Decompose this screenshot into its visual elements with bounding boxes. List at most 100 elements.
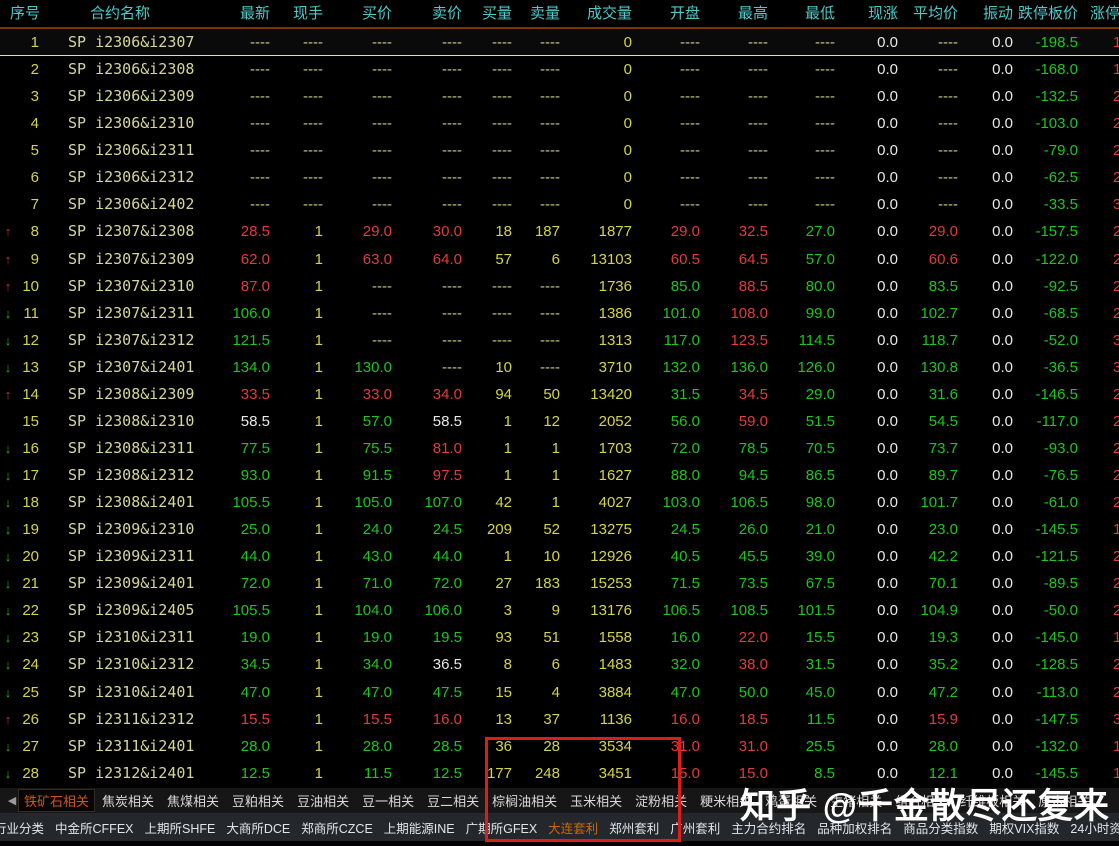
category-tab[interactable]: 淀粉相关: [635, 794, 688, 809]
table-row[interactable]: 6 SP i2306&i2312 ---- ---- ---- ---- ---- ---- 0…: [0, 164, 1119, 191]
column-header-bid-price[interactable]: 买价: [361, 5, 392, 22]
column-header-volume[interactable]: 成交量: [586, 5, 632, 22]
table-row[interactable]: ↑ 8 SP i2307&i2308 28.5 1 29.0 30.0 18 187 1877 29…: [0, 218, 1119, 245]
table-row[interactable]: ↑ 10 SP i2307&i2310 87.0 1 ---- ---- ---- ---- 17…: [0, 273, 1119, 300]
low-price: 25.5: [805, 737, 835, 755]
table-row[interactable]: 7 SP i2306&i2402 ---- ---- ---- ---- ---- ---- 0…: [0, 191, 1119, 218]
table-row[interactable]: ↓ 27 SP i2311&i2401 28.0 1 28.0 28.5 36 28 3534 31…: [0, 733, 1119, 760]
exchange-tab[interactable]: 中金所CFFEX: [55, 821, 134, 836]
column-header-contract-name[interactable]: 合约名称: [89, 5, 150, 22]
column-header-low-price[interactable]: 最低: [804, 5, 835, 22]
table-row[interactable]: ↓ 25 SP i2310&i2401 47.0 1 47.0 47.5 15 4 3884 47.…: [0, 679, 1119, 706]
category-tab[interactable]: 纤维板相关: [960, 794, 1026, 809]
column-header-ask-volume[interactable]: 卖量: [529, 5, 560, 22]
table-row[interactable]: 2 SP i2306&i2308 ---- ---- ---- ---- ---- ---- 0…: [0, 56, 1119, 83]
table-row[interactable]: ↓ 21 SP i2309&i2401 72.0 1 71.0 72.0 27 183 15253…: [0, 570, 1119, 597]
category-tab[interactable]: 铁矿石相关: [18, 789, 96, 812]
column-header-limit-down-price[interactable]: 跌停板价: [1017, 5, 1078, 22]
table-row[interactable]: ↓ 22 SP i2309&i2405 105.5 1 104.0 106.0 3 9 13176…: [0, 597, 1119, 624]
column-header-amplitude[interactable]: 振动: [982, 5, 1013, 22]
table-row[interactable]: ↓ 18 SP i2308&i2401 105.5 1 105.0 107.0 42 1 4027…: [0, 489, 1119, 516]
category-tab[interactable]: 焦炭相关: [102, 794, 155, 809]
category-tab[interactable]: 焦煤相关: [167, 794, 220, 809]
table-row[interactable]: 3 SP i2306&i2309 ---- ---- ---- ---- ---- ---- 0…: [0, 83, 1119, 110]
exchange-tab[interactable]: 大连套利: [548, 821, 599, 836]
exchange-tab[interactable]: 商品分类指数: [903, 821, 979, 836]
ask-price: ----: [442, 169, 462, 187]
category-tab[interactable]: 豆一相关: [362, 794, 415, 809]
ask-volume: 4: [551, 683, 560, 701]
table-row[interactable]: ↑ 14 SP i2308&i2309 33.5 1 33.0 34.0 94 50 13420 3…: [0, 381, 1119, 408]
exchange-tab[interactable]: 行业分类: [0, 821, 45, 836]
column-header-current-change[interactable]: 现涨: [867, 5, 898, 22]
open-price: 85.0: [670, 277, 700, 295]
table-row[interactable]: ↓ 12 SP i2307&i2312 121.5 1 ---- ---- ---- ---- 1…: [0, 327, 1119, 354]
category-tab[interactable]: 玉米相关: [570, 794, 623, 809]
exchange-tab[interactable]: 上期能源INE: [383, 821, 455, 836]
table-row[interactable]: 1 SP i2306&i2307 ---- ---- ---- ---- ---- ---- 0…: [0, 29, 1119, 57]
average-price: 104.9: [920, 602, 958, 620]
table-row[interactable]: ↓ 13 SP i2307&i2401 134.0 1 130.0 ---- 10 ---- 37…: [0, 354, 1119, 381]
exchange-tab[interactable]: 上期所SHFE: [144, 821, 216, 836]
amplitude: 0.0: [992, 142, 1013, 160]
exchange-tab[interactable]: 期权VIX指数: [989, 821, 1060, 836]
column-header-bid-volume[interactable]: 买量: [481, 5, 512, 22]
table-row[interactable]: 15 SP i2308&i2310 58.5 1 57.0 58.5 1 12 2052 56.0…: [0, 408, 1119, 435]
scroll-left-icon[interactable]: ◀: [7, 795, 17, 807]
bid-price: 34.0: [362, 656, 392, 674]
category-tab[interactable]: 豆粕相关: [232, 794, 285, 809]
category-tab[interactable]: 生猪相关: [830, 794, 883, 809]
category-tab[interactable]: 豆油相关: [297, 794, 350, 809]
exchange-tab[interactable]: 大商所DCE: [226, 821, 291, 836]
column-header-high-price[interactable]: 最高: [737, 5, 768, 22]
column-header-limit-up-price[interactable]: 涨停板价: [1090, 5, 1119, 22]
exchange-tab[interactable]: 郑州套利: [609, 821, 660, 836]
open-price: 24.5: [670, 521, 700, 539]
bid-price: ----: [372, 169, 392, 187]
column-header-average-price[interactable]: 平均价: [912, 5, 958, 22]
exchange-tab[interactable]: 广期所GFEX: [465, 821, 538, 836]
limit-down-price: -121.5: [1035, 548, 1078, 566]
table-row[interactable]: 5 SP i2306&i2311 ---- ---- ---- ---- ---- ---- 0…: [0, 137, 1119, 164]
table-row[interactable]: ↓ 17 SP i2308&i2312 93.0 1 91.5 97.5 1 1 1627 88.0…: [0, 462, 1119, 489]
exchange-tab[interactable]: 24小时资讯: [1070, 821, 1119, 836]
table-row[interactable]: ↓ 23 SP i2310&i2311 19.0 1 19.0 19.5 93 51 1558 16…: [0, 624, 1119, 651]
table-row[interactable]: ↑ 26 SP i2311&i2312 15.5 1 15.5 16.0 13 37 1136 16…: [0, 706, 1119, 733]
low-price: 101.5: [797, 602, 835, 620]
table-row[interactable]: ↓ 20 SP i2309&i2311 44.0 1 43.0 44.0 1 10 12926 40…: [0, 543, 1119, 570]
latest-price: 106.0: [232, 304, 270, 322]
table-row[interactable]: ↓ 19 SP i2309&i2310 25.0 1 24.0 24.5 209 52 13275…: [0, 516, 1119, 543]
category-tab[interactable]: 棕榈油相关: [492, 794, 558, 809]
average-price: 102.7: [920, 304, 958, 322]
table-row[interactable]: ↓ 28 SP i2312&i2401 12.5 1 11.5 12.5 177 248 3451…: [0, 760, 1119, 787]
contract-name: SP i2306&i2309: [68, 87, 194, 106]
column-header-latest-price[interactable]: 最新: [239, 5, 270, 22]
exchange-tab[interactable]: 品种加权排名: [817, 821, 893, 836]
table-row[interactable]: 4 SP i2306&i2310 ---- ---- ---- ---- ---- ---- 0…: [0, 110, 1119, 137]
bid-price: 57.0: [362, 412, 392, 430]
contract-name: SP i2307&i2312: [68, 330, 194, 349]
exchange-tab[interactable]: 主力合约排名: [731, 821, 807, 836]
row-number: 21: [22, 575, 39, 593]
exchange-tab[interactable]: 郑商所CZCE: [301, 821, 373, 836]
low-price: 67.5: [805, 575, 835, 593]
category-tab[interactable]: 豆二相关: [427, 794, 480, 809]
table-row[interactable]: ↓ 24 SP i2310&i2312 34.5 1 34.0 36.5 8 6 1483 32.0…: [0, 651, 1119, 678]
table-row[interactable]: ↓ 11 SP i2307&i2311 106.0 1 ---- ---- ---- ---- 1…: [0, 300, 1119, 327]
column-header-ask-price[interactable]: 卖价: [431, 5, 462, 22]
amplitude: 0.0: [992, 88, 1013, 106]
table-row[interactable]: ↑ 9 SP i2307&i2309 62.0 1 63.0 64.0 57 6 13103 60.…: [0, 246, 1119, 273]
exchange-tab[interactable]: 广州套利: [670, 821, 721, 836]
bid-price: 47.0: [362, 683, 392, 701]
low-price: 126.0: [797, 358, 835, 376]
column-header-open-price[interactable]: 开盘: [669, 5, 700, 22]
category-tab[interactable]: 原木相关: [1038, 794, 1091, 809]
category-tab[interactable]: 鸡蛋相关: [765, 794, 818, 809]
category-tab[interactable]: 组合相关: [895, 794, 948, 809]
current-hand: 1: [314, 304, 323, 322]
column-header-row-number[interactable]: 序号: [10, 5, 41, 22]
category-tab[interactable]: 粳米相关: [700, 794, 753, 809]
column-header-current-hand[interactable]: 现手: [292, 5, 323, 22]
table-row[interactable]: ↓ 16 SP i2308&i2311 77.5 1 75.5 81.0 1 1 1703 72.0…: [0, 435, 1119, 462]
